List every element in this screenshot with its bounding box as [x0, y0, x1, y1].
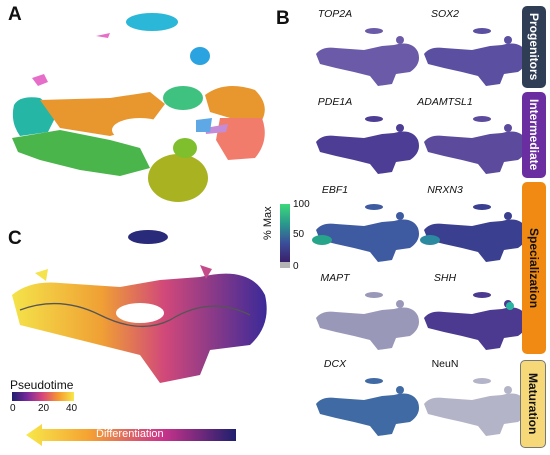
feature-plots [312, 28, 527, 436]
feature-mapt [316, 292, 419, 350]
cluster-green [12, 130, 150, 176]
pseudotime-tick-0: 0 [10, 403, 16, 414]
differentiation-arrow [26, 424, 236, 446]
panel-letter-a: A [8, 4, 22, 25]
cluster-cyan-top [126, 13, 178, 31]
gene-label-neun: NeuN [431, 358, 459, 370]
stage-intermediate: Intermediate [522, 92, 546, 178]
expression-colorbar-zero [280, 262, 290, 268]
gene-label-pde1a: PDE1A [317, 96, 353, 108]
differentiation-label: Differentiation [96, 428, 164, 440]
feature-nrxn3 [424, 204, 527, 262]
cluster-olive [148, 154, 208, 202]
gene-label-ebf1: EBF1 [321, 184, 349, 196]
cluster-salmon [216, 118, 265, 160]
expression-colorbar-title: % Max [262, 206, 274, 240]
gene-label-dcx: DCX [323, 358, 347, 370]
stage-specialization: Specialization [522, 182, 546, 354]
panel-letter-c: C [8, 228, 22, 249]
pseudotime-colorbar [12, 392, 74, 401]
cluster-mint [163, 86, 203, 110]
panel-letter-b: B [276, 8, 290, 29]
feature-dcx [316, 378, 419, 436]
gene-label-adamtsl1: ADAMTSL1 [417, 96, 473, 108]
feature-shh [424, 292, 527, 350]
pseudotime-title: Pseudotime [10, 378, 74, 392]
feature-adamtsl1 [424, 116, 527, 174]
pseudotime-tick-40: 40 [66, 403, 78, 414]
gene-label-sox2: SOX2 [430, 8, 459, 20]
feature-neun [424, 378, 527, 436]
expression-tick-100: 100 [293, 199, 310, 210]
cluster-blue-small [190, 47, 210, 65]
pseudotime-tick-20: 20 [38, 403, 50, 414]
gene-label-mapt: MAPT [320, 272, 350, 284]
feature-ebf1 [316, 204, 419, 262]
feature-sox2 [424, 28, 527, 86]
expression-tick-0: 0 [293, 261, 299, 272]
expression-tick-50: 50 [293, 229, 305, 240]
umap-pseudotime [12, 230, 267, 383]
gene-label-top2a: TOP2A [317, 8, 353, 20]
gene-label-shh: SHH [433, 272, 457, 284]
pt-top-island [128, 230, 168, 244]
feature-pde1a [316, 116, 419, 174]
stage-maturation: Maturation [520, 360, 546, 448]
gene-label-nrxn3: NRXN3 [427, 184, 463, 196]
feature-top2a [316, 28, 419, 86]
expression-colorbar [280, 204, 290, 262]
umap-clusters [12, 13, 265, 202]
stage-progenitors: Progenitors [522, 6, 546, 88]
cluster-orange-right [205, 86, 265, 120]
